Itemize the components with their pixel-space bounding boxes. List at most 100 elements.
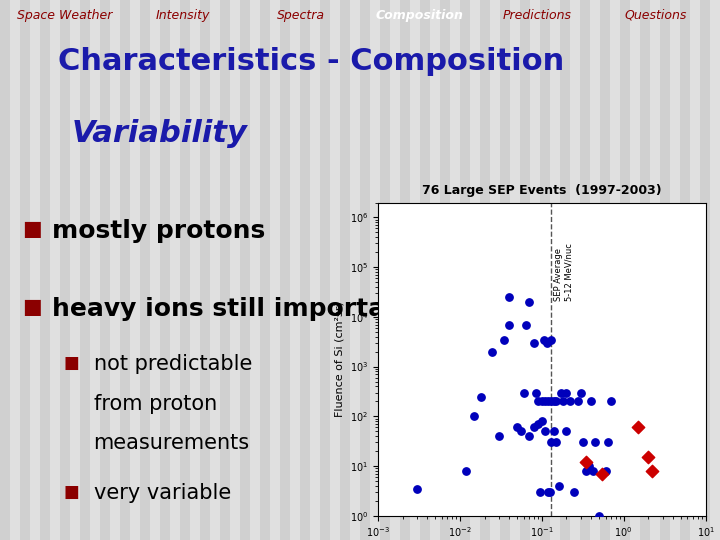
Point [515, 427, 526, 436]
Bar [700, 0, 710, 540]
Point [523, 432, 535, 441]
Point [548, 427, 559, 436]
Point [600, 467, 611, 475]
Point [551, 438, 562, 447]
Bar [680, 0, 690, 540]
Text: ■: ■ [22, 219, 42, 239]
Bar [480, 0, 490, 540]
Point [538, 335, 549, 344]
Point [580, 467, 592, 475]
Bar [500, 0, 510, 540]
Bar [710, 0, 720, 540]
Bar [450, 0, 460, 540]
Bar [650, 0, 660, 540]
Bar [620, 0, 630, 540]
Point [530, 388, 541, 397]
Bar [120, 0, 130, 540]
Point [564, 397, 575, 406]
Point [543, 488, 554, 496]
Text: Spectra: Spectra [277, 9, 325, 22]
Bar [200, 0, 210, 540]
Point [585, 397, 597, 406]
Bar [80, 0, 90, 540]
Text: not predictable: not predictable [94, 354, 252, 374]
Point [503, 320, 515, 329]
Point [532, 397, 544, 406]
Point [572, 397, 584, 406]
Text: Questions: Questions [624, 9, 686, 22]
Bar [660, 0, 670, 540]
Bar [590, 0, 600, 540]
Point [632, 423, 644, 431]
Point [603, 438, 614, 447]
Bar [70, 0, 80, 540]
Point [475, 392, 487, 401]
Bar [210, 0, 220, 540]
Point [597, 469, 608, 478]
Bar [50, 0, 60, 540]
Point [539, 397, 551, 406]
Text: Space Weather: Space Weather [17, 9, 112, 22]
Text: Characteristics - Composition: Characteristics - Composition [58, 47, 564, 76]
Point [487, 347, 498, 356]
Bar [400, 0, 410, 540]
Point [555, 388, 567, 397]
Bar [260, 0, 270, 540]
Bar [330, 0, 340, 540]
Bar [110, 0, 120, 540]
Text: heavy ions still important: heavy ions still important [53, 298, 415, 321]
Bar [490, 0, 500, 540]
Text: mostly protons: mostly protons [53, 219, 266, 243]
Bar [290, 0, 300, 540]
Bar [60, 0, 70, 540]
Point [511, 423, 523, 431]
Point [536, 417, 548, 426]
Bar [460, 0, 470, 540]
Point [569, 488, 580, 496]
Point [561, 388, 572, 397]
Point [539, 427, 551, 436]
Bar [630, 0, 640, 540]
Text: Variability: Variability [72, 119, 248, 148]
Point [518, 388, 529, 397]
Bar [250, 0, 260, 540]
Bar [320, 0, 330, 540]
Point [532, 420, 544, 428]
Bar [360, 0, 370, 540]
Point [544, 488, 556, 496]
Point [541, 339, 552, 347]
Point [642, 453, 654, 462]
Point [545, 397, 557, 406]
Bar [550, 0, 560, 540]
Bar [310, 0, 320, 540]
Bar [420, 0, 430, 540]
Bar [530, 0, 540, 540]
Text: Intensity: Intensity [156, 9, 210, 22]
Point [521, 320, 532, 329]
Point [503, 293, 515, 301]
Point [469, 412, 480, 421]
Point [561, 427, 572, 436]
Text: ■: ■ [22, 298, 42, 318]
Bar [520, 0, 530, 540]
Bar [510, 0, 520, 540]
Bar [580, 0, 590, 540]
Bar [220, 0, 230, 540]
Bar [610, 0, 620, 540]
Point [523, 298, 535, 306]
Bar [100, 0, 110, 540]
Point [553, 482, 564, 490]
Bar [540, 0, 550, 540]
Bar [30, 0, 40, 540]
Bar [130, 0, 140, 540]
Bar [470, 0, 480, 540]
Bar [160, 0, 170, 540]
Bar [600, 0, 610, 540]
Bar [570, 0, 580, 540]
Bar [150, 0, 160, 540]
Bar [280, 0, 290, 540]
Bar [560, 0, 570, 540]
Bar [340, 0, 350, 540]
Bar [90, 0, 100, 540]
Text: measurements: measurements [94, 433, 250, 453]
